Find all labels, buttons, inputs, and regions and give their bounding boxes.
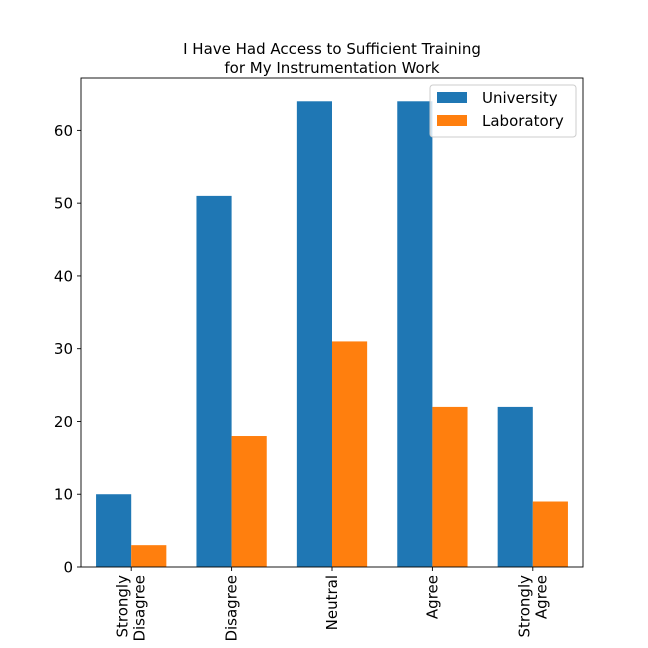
bar-university-2 [296, 101, 332, 568]
y-tick-label: 50 [54, 195, 73, 213]
bar-laboratory-2 [332, 341, 368, 567]
chart-title-line: for My Instrumentation Work [224, 59, 439, 77]
y-tick-label: 30 [54, 340, 73, 358]
bar-laboratory-4 [532, 501, 568, 567]
x-tick-label: Strongly [515, 575, 533, 638]
legend: University Laboratory [429, 84, 577, 138]
bar-laboratory-3 [432, 406, 468, 567]
x-tick-label: Agree [532, 575, 550, 619]
y-axis-ticks: 0 10 20 30 40 50 60 [54, 122, 81, 577]
y-tick-label: 20 [54, 413, 73, 431]
x-tick-label: Disagree [131, 575, 149, 642]
y-tick-label: 40 [54, 267, 73, 285]
x-axis-ticks: Strongly Disagree Disagree Neutral Agree Stro… [114, 567, 550, 642]
x-tick-label: Strongly [114, 575, 132, 638]
legend-label-university: University [482, 89, 558, 107]
bar-university-3 [397, 101, 433, 568]
x-tick-label: Neutral [323, 575, 341, 630]
bar-university-1 [196, 195, 232, 568]
bars [96, 101, 568, 568]
y-tick-label: 60 [54, 122, 73, 140]
x-tick-label: Disagree [223, 575, 241, 642]
y-tick-label: 10 [54, 486, 73, 504]
chart-title-line: I Have Had Access to Sufficient Training [183, 40, 481, 58]
bar-university-4 [497, 406, 533, 567]
legend-label-laboratory: Laboratory [482, 112, 564, 130]
bar-laboratory-0 [131, 545, 167, 567]
chart-title: I Have Had Access to Sufficient Training… [183, 40, 481, 77]
bar-university-0 [96, 494, 132, 567]
legend-swatch-laboratory [437, 115, 467, 126]
legend-swatch-university [437, 92, 467, 103]
y-tick-label: 0 [63, 559, 73, 577]
x-tick-label: Agree [423, 575, 441, 619]
bar-laboratory-1 [231, 436, 267, 567]
